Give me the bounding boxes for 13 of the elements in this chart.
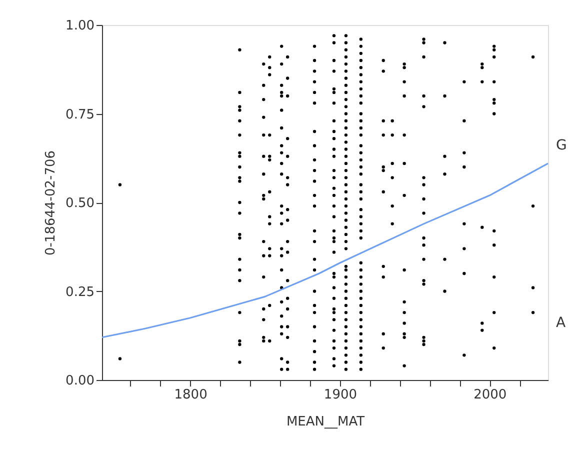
x-tick-label: 1900 (324, 388, 358, 402)
y-tick-label: 0.75 (66, 107, 94, 122)
y-tick-label: 0.25 (66, 284, 94, 300)
y-tick-label: 0.00 (66, 374, 94, 388)
line-series (101, 162, 549, 338)
text: A (556, 315, 566, 332)
y-axis-title: 0-18644-02-706 (44, 150, 59, 256)
text: G (556, 138, 567, 154)
x-axis-title: MEAN__MAT (286, 414, 365, 430)
y-tick-label: 1.00 (66, 18, 94, 34)
x-tick-label: 1800 (174, 388, 208, 402)
y-tick-label: 0.50 (66, 196, 94, 211)
x-tick-label: 2000 (474, 388, 507, 402)
